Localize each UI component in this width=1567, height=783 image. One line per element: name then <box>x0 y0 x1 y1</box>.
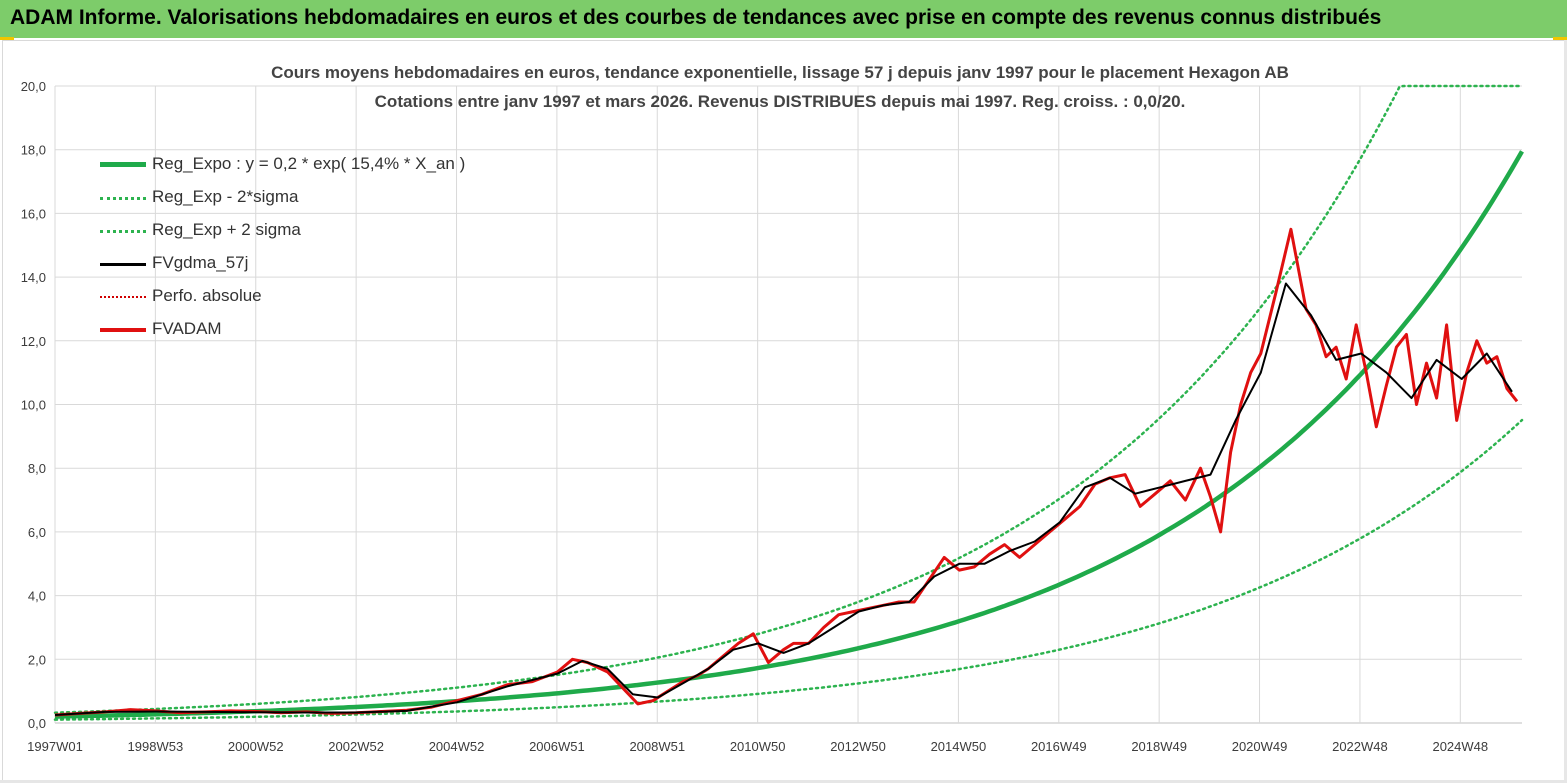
x-tick-label: 2008W51 <box>629 739 685 754</box>
x-tick-label: 2000W52 <box>228 739 284 754</box>
legend-item-lower-sigma[interactable]: Reg_Exp - 2*sigma <box>100 185 520 218</box>
legend-label-absolute: Perfo. absolue <box>152 286 262 305</box>
legend-label-lower-sigma: Reg_Exp - 2*sigma <box>152 187 299 206</box>
y-tick-label: 20,0 <box>21 79 46 94</box>
y-tick-label: 2,0 <box>28 652 46 667</box>
upper-sigma-line <box>53 84 1524 714</box>
panel-edge-bottom <box>0 780 1567 783</box>
x-tick-label: 1998W53 <box>128 739 184 754</box>
x-tick-label: 2002W52 <box>328 739 384 754</box>
legend-swatch-smoothed <box>100 263 146 266</box>
legend-item-absolute[interactable]: Perfo. absolue <box>100 284 520 317</box>
legend-swatch-lower-sigma <box>100 197 146 200</box>
smoothed-line <box>54 282 1513 716</box>
chart-subtitle: Cotations entre janv 1997 et mars 2026. … <box>374 92 1186 111</box>
series-layer <box>53 84 1524 721</box>
chart-legend: Reg_Expo : y = 0,2 * exp( 15,4% * X_an )… <box>100 152 520 350</box>
legend-item-price[interactable]: FVADAM <box>100 317 520 350</box>
y-tick-label: 14,0 <box>21 270 46 285</box>
x-tick-label: 2004W52 <box>429 739 485 754</box>
y-tick-label: 8,0 <box>28 461 46 476</box>
y-tick-label: 10,0 <box>21 398 46 413</box>
x-tick-label: 2014W50 <box>931 739 987 754</box>
banner-accent-left <box>0 37 14 40</box>
y-tick-label: 6,0 <box>28 525 46 540</box>
x-tick-label: 2016W49 <box>1031 739 1087 754</box>
lower-sigma-line <box>53 418 1524 721</box>
legend-item-upper-sigma[interactable]: Reg_Exp + 2 sigma <box>100 218 520 251</box>
legend-swatch-upper-sigma <box>100 230 146 233</box>
x-tick-label: 2018W49 <box>1131 739 1187 754</box>
legend-label-regression: Reg_Expo : y = 0,2 * exp( 15,4% * X_an ) <box>152 154 466 173</box>
app-banner: ADAM Informe. Valorisations hebdomadaire… <box>0 0 1567 38</box>
y-tick-label: 4,0 <box>28 589 46 604</box>
regression-line <box>54 150 1524 719</box>
app-title: ADAM Informe. Valorisations hebdomadaire… <box>10 6 1382 29</box>
y-tick-label: 16,0 <box>21 206 46 221</box>
chart-title: Cours moyens hebdomadaires en euros, ten… <box>271 63 1289 82</box>
legend-item-regression[interactable]: Reg_Expo : y = 0,2 * exp( 15,4% * X_an ) <box>100 152 520 185</box>
x-tick-label: 2022W48 <box>1332 739 1388 754</box>
legend-label-smoothed: FVgdma_57j <box>152 253 249 272</box>
panel-edge-right <box>1564 40 1567 783</box>
x-tick-label: 2020W49 <box>1232 739 1288 754</box>
legend-item-smoothed[interactable]: FVgdma_57j <box>100 251 520 284</box>
y-tick-label: 18,0 <box>21 143 46 158</box>
x-tick-label: 2012W50 <box>830 739 886 754</box>
x-tick-label: 2006W51 <box>529 739 585 754</box>
legend-label-price: FVADAM <box>152 319 222 338</box>
banner-accent-right <box>1553 37 1567 40</box>
legend-swatch-absolute <box>100 296 146 298</box>
y-axis-ticks: 0,0 2,0 4,0 6,0 8,0 10,0 12,0 14,0 16,0 18,0 20,0 <box>21 79 46 731</box>
x-axis-ticks: 1997W01 1998W53 2000W52 2002W52 2004W52 2006W… <box>27 739 1488 754</box>
legend-label-upper-sigma: Reg_Exp + 2 sigma <box>152 220 301 239</box>
chart-panel <box>2 40 1566 782</box>
x-tick-label: 1997W01 <box>27 739 83 754</box>
y-tick-label: 0,0 <box>28 716 46 731</box>
y-tick-label: 12,0 <box>21 334 46 349</box>
legend-swatch-regression <box>100 162 146 167</box>
legend-swatch-price <box>100 328 146 332</box>
x-tick-label: 2024W48 <box>1432 739 1488 754</box>
x-tick-label: 2010W50 <box>730 739 786 754</box>
grid-layer <box>54 85 1522 724</box>
